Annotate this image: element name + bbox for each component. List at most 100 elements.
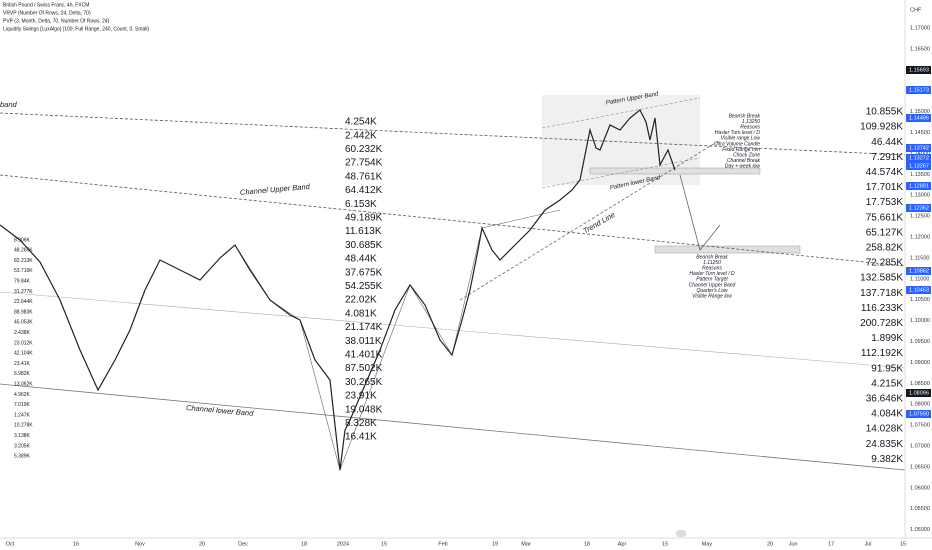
profile-value: 30.265K: [345, 377, 383, 388]
note: Hasler Turn level / D: [715, 130, 761, 136]
profile-value: 17.753K: [866, 197, 904, 208]
profile-value: 109.928K: [860, 122, 903, 133]
price-label: 1.09000: [910, 360, 930, 366]
price-label: 1.07500: [910, 423, 930, 429]
price-label: 1.08500: [910, 381, 930, 387]
profile-value: 10.855K: [866, 107, 904, 118]
price-label: 1.12000: [910, 234, 930, 240]
trend-line: [459, 139, 721, 301]
profile-value: 22.644K: [14, 299, 33, 305]
profile-value: 88.983K: [14, 309, 33, 315]
profile-value: 10.278K: [14, 423, 33, 429]
price-label: 1.06500: [910, 464, 930, 470]
profile-value: 65.127K: [866, 227, 904, 238]
profile-value: 132.585K: [860, 273, 903, 284]
projection-arrow: [679, 174, 721, 251]
time-label: 15: [381, 541, 387, 547]
price-tag-text: 1.10862: [909, 268, 929, 274]
currency: CHF: [910, 7, 922, 13]
price-tag-text: 1.13272: [909, 155, 929, 161]
profile-value: 7.019K: [14, 402, 31, 408]
price-tag-text: 1.14496: [909, 115, 929, 121]
time-label: 17: [828, 541, 834, 547]
price-label: 1.05000: [910, 527, 930, 533]
profile-value: 4.215K: [871, 378, 903, 389]
time-label: May: [702, 541, 713, 547]
profile-value: 4.962K: [14, 392, 31, 398]
zone: [654, 245, 801, 254]
price-tag-text: 1.10453: [909, 287, 929, 293]
time-label: Nov: [135, 541, 145, 547]
price-label: 1.06000: [910, 485, 930, 491]
price-tag: [906, 144, 931, 152]
profile-value: 116.233K: [861, 303, 903, 314]
price-label: 1.10000: [910, 318, 930, 324]
price-label: 1.15000: [910, 109, 930, 115]
profile-value: 16.41K: [345, 432, 377, 443]
profile-value: 5.389K: [14, 454, 31, 460]
price-tag: [906, 286, 931, 294]
price-tag: [906, 267, 931, 275]
profile-value: 38.011K: [345, 336, 382, 347]
note: Quarter's Low: [697, 288, 728, 294]
note: Day + week low: [725, 164, 761, 170]
profile-value: 23.91K: [345, 391, 377, 402]
profile-value: 6.982K: [14, 371, 31, 377]
profile-value: 23.012K: [14, 340, 33, 346]
profile-value: 44.574K: [866, 167, 904, 178]
price-label: 1.17000: [910, 25, 930, 31]
profile-value: 42.104K: [14, 351, 33, 357]
time-label: Oct: [6, 541, 15, 547]
note: Reasons: [702, 266, 722, 272]
price-label: 1.12500: [910, 214, 930, 220]
profile-value: 82.213K: [14, 258, 33, 264]
price-label: 1.11000: [910, 276, 929, 282]
profile-value: 49.189K: [345, 213, 383, 224]
time-label: 20: [767, 541, 773, 547]
profile-value: 3.205K: [14, 443, 31, 449]
note: Channel Upper Band: [689, 282, 736, 288]
price-tag-text: 1.07590: [909, 411, 929, 417]
pattern-lower-line: [541, 157, 701, 189]
profile-value: 36.646K: [866, 394, 904, 405]
price-tag-text: 1.15173: [909, 87, 929, 93]
note: Channel Break: [727, 158, 761, 164]
profile-value: 14.028K: [866, 424, 904, 435]
profile-value: 31.277K: [14, 289, 33, 295]
profile-value: 13.062K: [14, 382, 33, 388]
price-label: 1.10500: [910, 297, 930, 303]
note: Hasler Turn level / D: [689, 271, 735, 277]
price-tag-text: 1.12891: [909, 183, 929, 189]
time-label: 2024: [337, 541, 349, 547]
price-label: 1.16500: [910, 46, 930, 52]
price-tag: [906, 410, 931, 418]
time-label: 18: [301, 541, 307, 547]
profile-value: 60.232K: [345, 144, 383, 155]
price-tag: [906, 204, 931, 212]
mid-line: [0, 291, 906, 369]
time-label: Apr: [618, 541, 627, 547]
price-tag: [906, 66, 931, 74]
note: Chock Zone: [733, 153, 760, 159]
profile-value: 48.265K: [14, 248, 33, 254]
logo: [676, 530, 686, 537]
price-label: 1.14500: [910, 130, 930, 136]
header-line: British Pound / Swiss Franc, 4h, FXCM: [3, 2, 89, 8]
profile-value: 4.081K: [345, 308, 377, 319]
profile-value: 112.192K: [861, 348, 903, 359]
profile-value: 45.053K: [14, 320, 33, 326]
price-tag-text: 1.12362: [909, 205, 929, 211]
note: Ultra Volume Candle: [714, 141, 760, 147]
profile-value: 6.153K: [345, 199, 377, 210]
price-tag: [906, 389, 931, 397]
profile-value: 30.685K: [345, 240, 383, 251]
price-label: 1.05500: [910, 506, 930, 512]
profile-value: 24.835K: [866, 439, 904, 450]
profile-value: 4.084K: [871, 409, 903, 420]
profile-value: 91.95K: [871, 363, 903, 374]
profile-value: 1.247K: [14, 412, 31, 418]
price-tag-text: 1.13267: [909, 163, 929, 169]
profile-value: 27.754K: [345, 158, 383, 169]
profile-value: 72.285K: [866, 258, 904, 269]
